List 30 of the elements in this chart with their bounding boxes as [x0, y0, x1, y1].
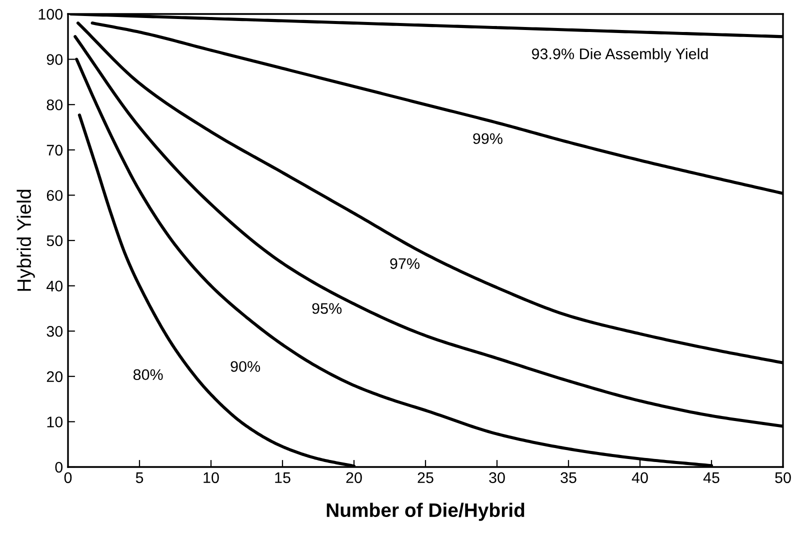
y-tick-label: 20 [46, 371, 63, 382]
series-label: 95% [312, 303, 342, 314]
x-tick-label: 20 [346, 472, 362, 484]
y-tick-label: 80 [46, 99, 63, 110]
series-label: 93.9% Die Assembly Yield [532, 48, 708, 62]
series-label: 99% [473, 133, 502, 144]
series-label: 97% [390, 258, 420, 270]
y-tick-label: 90 [46, 54, 63, 65]
y-axis-title: Hybrid Yield [16, 190, 35, 291]
x-tick-label: 25 [418, 472, 434, 484]
y-tick-label: 50 [46, 235, 63, 246]
x-tick-label: 35 [560, 472, 576, 484]
x-tick-label: 30 [489, 472, 505, 484]
y-tick-label: 60 [46, 190, 63, 201]
x-tick-label: 45 [703, 472, 720, 484]
x-tick-label: 5 [136, 472, 144, 484]
x-tick-label: 40 [632, 472, 648, 484]
y-tick-label: 40 [46, 280, 63, 292]
series-label: 80% [133, 369, 163, 380]
y-tick-label: 30 [46, 326, 63, 337]
x-tick-label: 10 [204, 472, 219, 484]
x-axis-title: Number of Die/Hybrid [326, 502, 524, 521]
y-tick-label: 70 [46, 144, 63, 156]
y-tick-label: 100 [38, 8, 63, 20]
series-label: 90% [230, 361, 260, 372]
x-tick-label: 15 [275, 472, 290, 484]
y-tick-label: 10 [47, 416, 63, 428]
x-tick-label: 50 [775, 472, 791, 484]
x-tick-label: 0 [64, 472, 72, 484]
y-tick-label: 0 [55, 462, 63, 473]
